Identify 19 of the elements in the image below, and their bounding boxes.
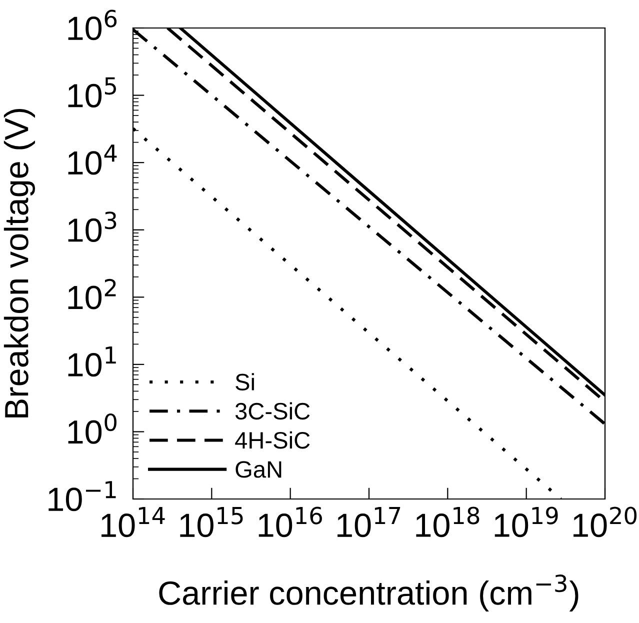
legend-label: GaN <box>236 461 282 478</box>
y-tick-label: 10$^{0}$ <box>68 413 116 444</box>
y-tick-label: 10$^{5}$ <box>68 77 116 108</box>
y-tick-label: 10$^{4}$ <box>68 144 117 175</box>
y-tick-label: 10$^{2}$ <box>68 278 116 310</box>
y-tick-label: 10$^{1}$ <box>68 346 116 377</box>
legend-label: 4H-SiC <box>235 431 310 449</box>
x-axis-title: Carrier concentration (cm$^{−3}$) <box>159 574 578 612</box>
y-tick-label: 10$^{3}$ <box>68 212 116 242</box>
y-axis-title: Breakdon voltage (V) <box>4 108 35 418</box>
legend-label: 3C-SiC <box>235 402 310 420</box>
y-tick-label: 10$^{6}$ <box>68 10 117 40</box>
x-tick-label: 10$^{18}$ <box>416 506 480 538</box>
x-tick-label: 10$^{19}$ <box>494 506 558 538</box>
x-tick-label: 10$^{20}$ <box>574 506 637 538</box>
x-tick-label: 10$^{17}$ <box>338 507 400 538</box>
legend-label: Si <box>236 373 254 391</box>
x-tick-label: 10$^{15}$ <box>180 507 243 538</box>
x-tick-label: 10$^{16}$ <box>258 506 322 538</box>
